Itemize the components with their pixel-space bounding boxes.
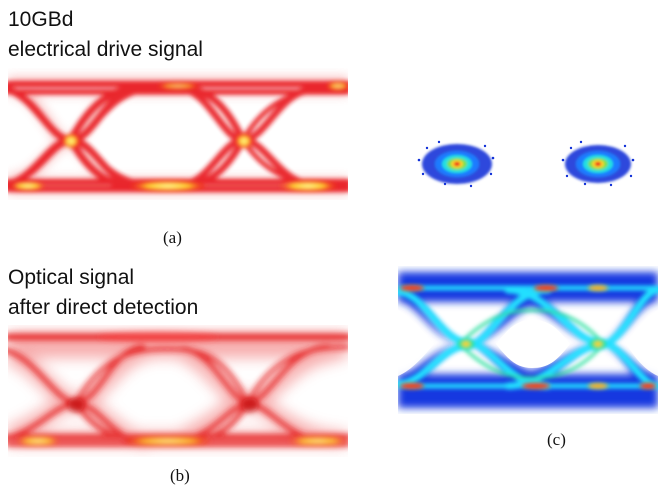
constellation-clusters: [417, 140, 635, 188]
panel-b-caption: (b): [170, 466, 190, 485]
panel-a-title-line2: electrical drive signal: [8, 38, 203, 61]
eye-diagram-density: [398, 266, 658, 414]
panel-a-title-line1: 10GBd: [8, 8, 74, 31]
panel-c-caption: (c): [547, 430, 566, 449]
panel-b-title-line2: after direct detection: [8, 296, 199, 319]
panel-b-title-line1: Optical signal: [8, 266, 135, 289]
cluster-right: [565, 145, 631, 183]
eye-diagram-optical: [8, 325, 348, 457]
cluster-left: [422, 144, 492, 184]
panel-a-caption: (a): [163, 228, 182, 247]
eye-diagram-electrical: [8, 68, 348, 200]
